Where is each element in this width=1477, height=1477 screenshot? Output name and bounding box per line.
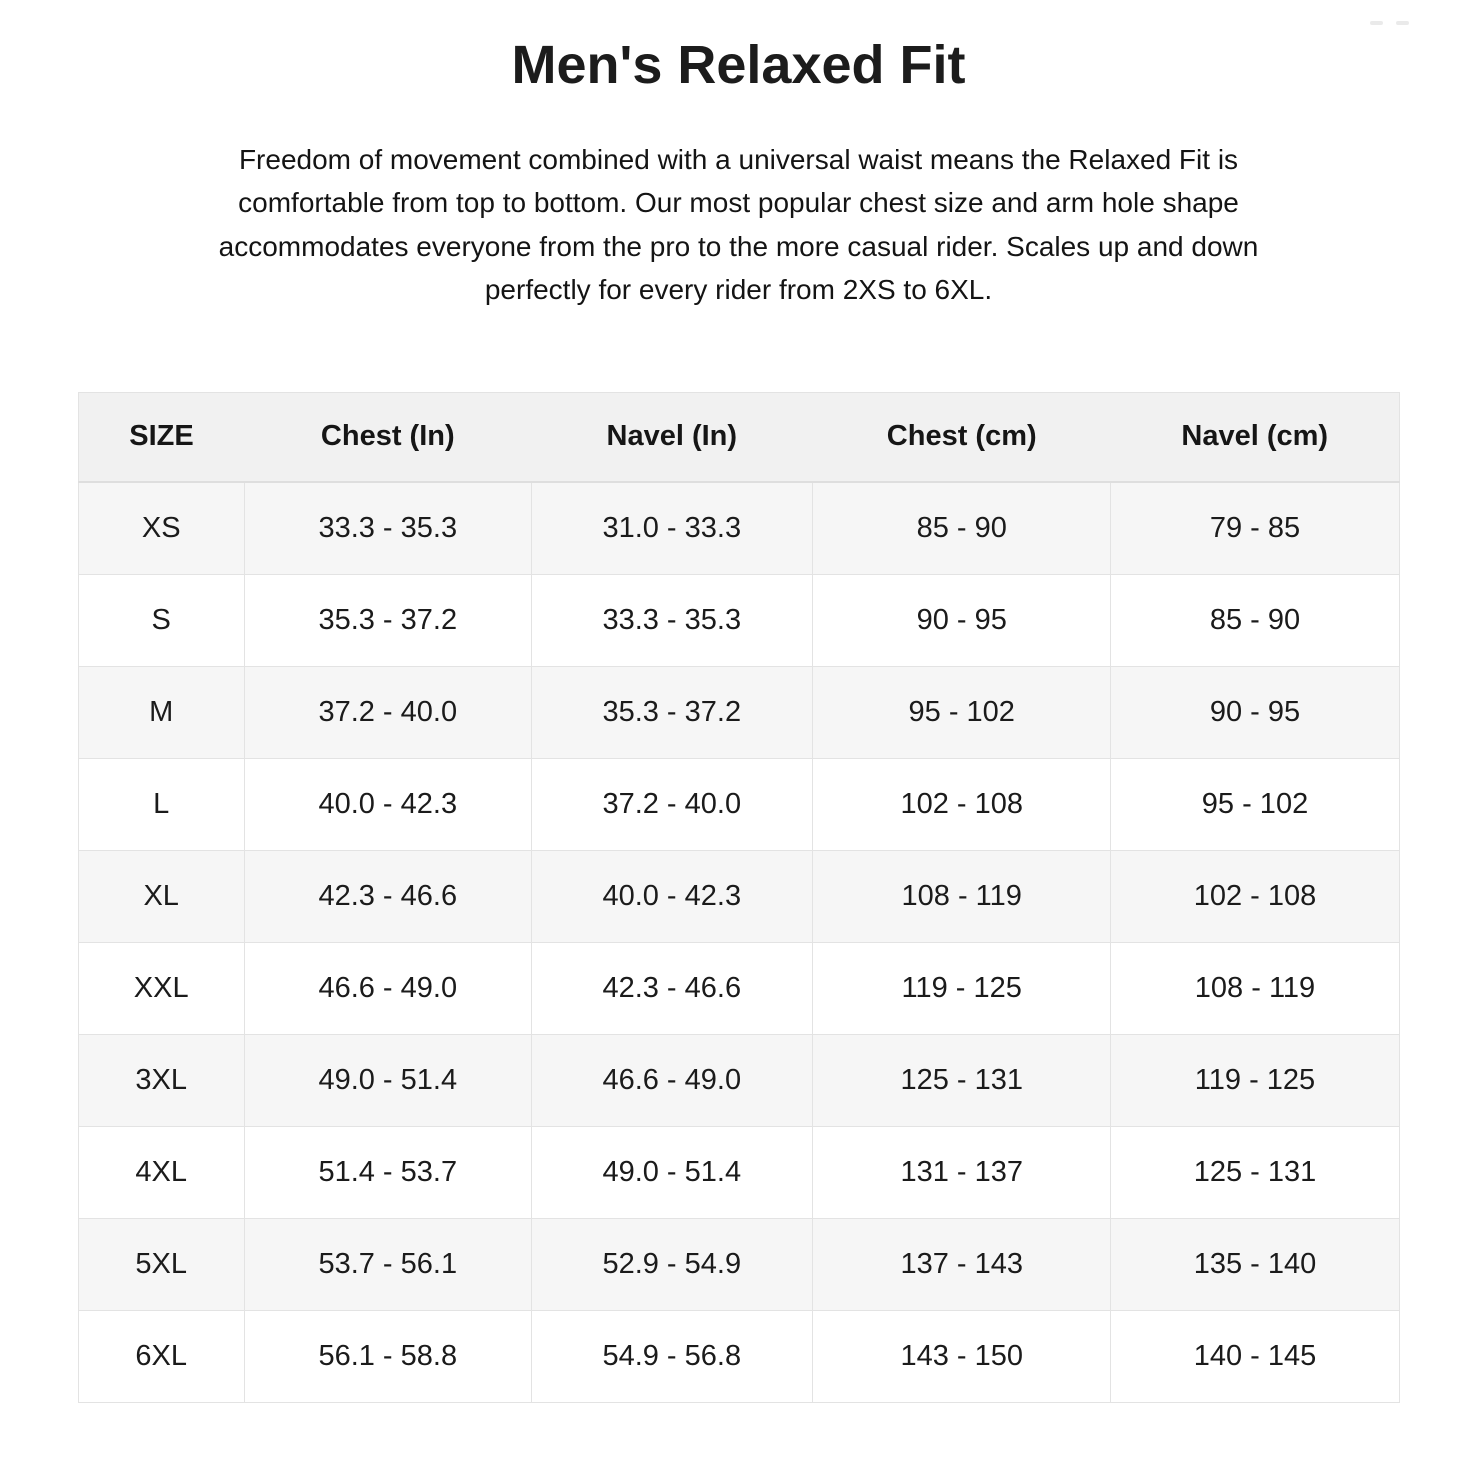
table-row: XS 33.3 - 35.3 31.0 - 33.3 85 - 90 79 - 85 bbox=[77, 481, 1400, 575]
measurement-cell: 85 - 90 bbox=[811, 481, 1112, 575]
measurement-cell: 79 - 85 bbox=[1110, 481, 1400, 575]
column-header: Navel (In) bbox=[531, 392, 813, 484]
measurement-cell: 49.0 - 51.4 bbox=[243, 1033, 532, 1127]
size-label-cell: 4XL bbox=[77, 1125, 245, 1219]
measurement-cell: 33.3 - 35.3 bbox=[530, 573, 813, 667]
measurement-cell: 52.9 - 54.9 bbox=[530, 1217, 813, 1311]
size-label-cell: XS bbox=[77, 481, 245, 575]
measurement-cell: 37.2 - 40.0 bbox=[243, 665, 532, 759]
table-row: S 35.3 - 37.2 33.3 - 35.3 90 - 95 85 - 90 bbox=[77, 573, 1400, 667]
measurement-cell: 33.3 - 35.3 bbox=[243, 481, 532, 575]
measurement-cell: 102 - 108 bbox=[811, 757, 1112, 851]
table-row: 4XL 51.4 - 53.7 49.0 - 51.4 131 - 137 125 - … bbox=[77, 1125, 1400, 1219]
measurement-cell: 49.0 - 51.4 bbox=[530, 1125, 813, 1219]
measurement-cell: 95 - 102 bbox=[811, 665, 1112, 759]
measurement-cell: 90 - 95 bbox=[811, 573, 1112, 667]
measurement-cell: 42.3 - 46.6 bbox=[530, 941, 813, 1035]
measurement-cell: 42.3 - 46.6 bbox=[243, 849, 532, 943]
measurement-cell: 54.9 - 56.8 bbox=[530, 1309, 813, 1403]
measurement-cell: 31.0 - 33.3 bbox=[530, 481, 813, 575]
measurement-cell: 108 - 119 bbox=[811, 849, 1112, 943]
column-header: SIZE bbox=[78, 392, 245, 484]
size-chart-body: XS 33.3 - 35.3 31.0 - 33.3 85 - 90 79 - 85 S 3… bbox=[77, 481, 1400, 1403]
measurement-cell: 102 - 108 bbox=[1110, 849, 1400, 943]
header-row: SIZE Chest (In) Navel (In) Chest (cm) Navel … bbox=[78, 392, 1399, 484]
size-label-cell: XXL bbox=[77, 941, 245, 1035]
measurement-cell: 125 - 131 bbox=[1110, 1125, 1400, 1219]
size-label-cell: 3XL bbox=[77, 1033, 245, 1127]
faint-dash-icon bbox=[1369, 21, 1383, 25]
measurement-cell: 85 - 90 bbox=[1110, 573, 1400, 667]
faint-corner-marks bbox=[1361, 12, 1409, 30]
size-label-cell: XL bbox=[77, 849, 245, 943]
table-row: 3XL 49.0 - 51.4 46.6 - 49.0 125 - 131 119 - … bbox=[77, 1033, 1400, 1127]
measurement-cell: 46.6 - 49.0 bbox=[530, 1033, 813, 1127]
page-title: Men's Relaxed Fit bbox=[511, 35, 966, 95]
measurement-cell: 56.1 - 58.8 bbox=[243, 1309, 532, 1403]
measurement-cell: 46.6 - 49.0 bbox=[243, 941, 532, 1035]
size-label-cell: 5XL bbox=[77, 1217, 245, 1311]
table-row: XL 42.3 - 46.6 40.0 - 42.3 108 - 119 102 - 1… bbox=[77, 849, 1400, 943]
faint-dash-icon bbox=[1396, 21, 1409, 25]
size-label-cell: 6XL bbox=[77, 1309, 245, 1403]
table-row: 6XL 56.1 - 58.8 54.9 - 56.8 143 - 150 140 - … bbox=[77, 1309, 1400, 1403]
table-row: XXL 46.6 - 49.0 42.3 - 46.6 119 - 125 108 - … bbox=[77, 941, 1400, 1035]
measurement-cell: 53.7 - 56.1 bbox=[243, 1217, 532, 1311]
measurement-cell: 135 - 140 bbox=[1110, 1217, 1400, 1311]
measurement-cell: 131 - 137 bbox=[811, 1125, 1112, 1219]
table-row: L 40.0 - 42.3 37.2 - 40.0 102 - 108 95 - 102 bbox=[77, 757, 1400, 851]
measurement-cell: 95 - 102 bbox=[1110, 757, 1400, 851]
measurement-cell: 37.2 - 40.0 bbox=[530, 757, 813, 851]
table-row: 5XL 53.7 - 56.1 52.9 - 54.9 137 - 143 135 - … bbox=[77, 1217, 1400, 1311]
page-description: Freedom of movement combined with a univ… bbox=[218, 144, 1259, 306]
column-header: Chest (In) bbox=[244, 392, 532, 484]
measurement-cell: 140 - 145 bbox=[1110, 1309, 1400, 1403]
measurement-cell: 119 - 125 bbox=[811, 941, 1112, 1035]
measurement-cell: 40.0 - 42.3 bbox=[243, 757, 532, 851]
measurement-cell: 108 - 119 bbox=[1110, 941, 1400, 1035]
measurement-cell: 137 - 143 bbox=[811, 1217, 1112, 1311]
measurement-cell: 35.3 - 37.2 bbox=[243, 573, 532, 667]
measurement-cell: 90 - 95 bbox=[1110, 665, 1400, 759]
table-row: M 37.2 - 40.0 35.3 - 37.2 95 - 102 90 - 95 bbox=[77, 665, 1400, 759]
size-chart-header: SIZE Chest (In) Navel (In) Chest (cm) Navel … bbox=[78, 392, 1399, 484]
column-header: Chest (cm) bbox=[812, 392, 1111, 484]
column-header: Navel (cm) bbox=[1110, 392, 1399, 484]
measurement-cell: 35.3 - 37.2 bbox=[530, 665, 813, 759]
size-chart-table: SIZE Chest (In) Navel (In) Chest (cm) Navel … bbox=[77, 391, 1400, 1403]
size-label-cell: S bbox=[77, 573, 245, 667]
measurement-cell: 51.4 - 53.7 bbox=[243, 1125, 532, 1219]
size-label-cell: M bbox=[77, 665, 245, 759]
size-label-cell: L bbox=[77, 757, 245, 851]
measurement-cell: 143 - 150 bbox=[811, 1309, 1112, 1403]
measurement-cell: 119 - 125 bbox=[1110, 1033, 1400, 1127]
measurement-cell: 40.0 - 42.3 bbox=[530, 849, 813, 943]
measurement-cell: 125 - 131 bbox=[811, 1033, 1112, 1127]
